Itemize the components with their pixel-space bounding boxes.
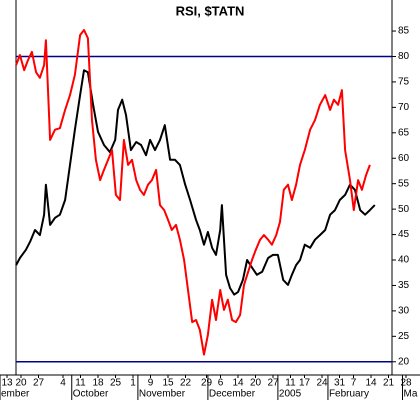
x-tick-label: 28 [400, 378, 412, 389]
x-tick-label: 4 [60, 378, 66, 389]
x-tick-label: 6 [218, 378, 224, 389]
x-tick-label: 17 [299, 378, 311, 389]
x-tick-label: 7 [351, 378, 357, 389]
chart-title: RSI, $TATN [176, 3, 245, 18]
y-tick-label: 35 [398, 280, 410, 291]
x-tick-label: 25 [110, 378, 122, 389]
month-label: December [209, 389, 256, 400]
x-tick-label: 21 [383, 378, 395, 389]
x-tick-label: 14 [232, 378, 244, 389]
x-tick-label: 22 [180, 378, 192, 389]
x-tick-label: 29 [201, 378, 213, 389]
x-tick-label: 1 [130, 378, 136, 389]
x-tick-label: 13 [1, 378, 13, 389]
y-tick-label: 20 [398, 356, 410, 367]
x-tick-label: 27 [267, 378, 279, 389]
x-tick-label: 31 [334, 378, 346, 389]
x-tick-label: 18 [92, 378, 104, 389]
y-tick-label: 45 [398, 229, 410, 240]
y-tick-label: 65 [398, 127, 410, 138]
y-tick-label: 60 [398, 153, 410, 164]
y-tick-label: 30 [398, 306, 410, 317]
x-tick-label: 15 [162, 378, 174, 389]
y-tick-label: 40 [398, 255, 410, 266]
month-label: ember [1, 389, 30, 400]
y-tick-label: 80 [398, 51, 410, 62]
month-label: Ma [404, 389, 418, 400]
y-tick-label: 75 [398, 77, 410, 88]
x-tick-label: 20 [15, 378, 27, 389]
month-label: October [73, 389, 109, 400]
y-tick-label: 55 [398, 178, 410, 189]
y-tick-label: 85 [398, 26, 410, 37]
month-label: February [329, 389, 369, 400]
x-tick-label: 20 [250, 378, 262, 389]
x-tick-label: 24 [316, 378, 328, 389]
x-tick-label: 11 [75, 378, 86, 389]
month-label: November [139, 389, 186, 400]
x-tick-label: 9 [148, 378, 154, 389]
y-tick-label: 25 [398, 331, 410, 342]
x-tick-label: 27 [33, 378, 45, 389]
x-tick-label: 11 [285, 378, 296, 389]
month-label: 2005 [279, 389, 302, 400]
y-tick-label: 70 [398, 102, 410, 113]
y-tick-label: 50 [398, 204, 410, 215]
series-line [15, 29, 371, 356]
series-line [15, 69, 376, 296]
x-tick-label: 14 [365, 378, 377, 389]
